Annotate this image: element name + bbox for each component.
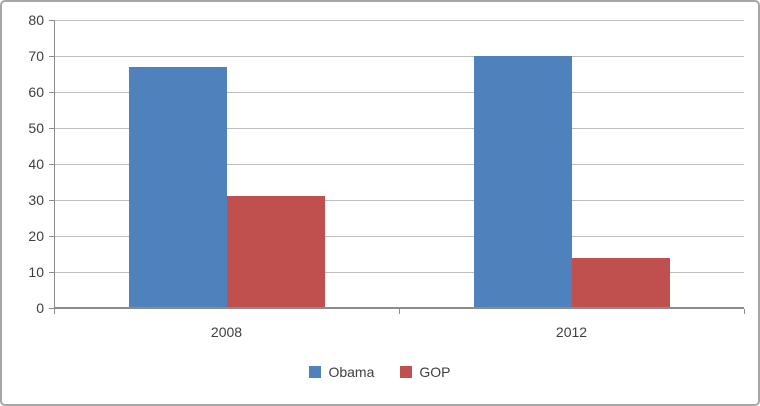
- y-tick-mark-50: [49, 128, 54, 129]
- x-tick-mark-1: [399, 309, 400, 314]
- x-category-label-2008: 2008: [210, 324, 243, 340]
- gridline-y-60: [54, 92, 744, 93]
- gridline-y-80: [54, 20, 744, 21]
- y-tick-mark-70: [49, 56, 54, 57]
- y-tick-label-70: 70: [28, 48, 44, 64]
- y-tick-label-80: 80: [28, 12, 44, 28]
- y-tick-label-40: 40: [28, 156, 44, 172]
- bar-gop-2012: [571, 257, 670, 308]
- y-tick-mark-0: [49, 308, 54, 309]
- y-tick-mark-40: [49, 164, 54, 165]
- plot-area: [54, 20, 744, 309]
- y-tick-mark-30: [49, 200, 54, 201]
- chart-legend: Obama GOP: [2, 364, 758, 380]
- y-tick-label-50: 50: [28, 120, 44, 136]
- y-tick-label-20: 20: [28, 228, 44, 244]
- gridline-y-30: [54, 200, 744, 201]
- x-category-label-2012: 2012: [555, 324, 588, 340]
- y-tick-mark-80: [49, 20, 54, 21]
- y-axis-line: [54, 20, 55, 308]
- x-axis-line: [54, 307, 744, 309]
- gridline-y-20: [54, 236, 744, 237]
- gridline-y-70: [54, 56, 744, 57]
- legend-label-obama: Obama: [328, 364, 375, 380]
- bar-obama-2008: [128, 66, 227, 308]
- y-tick-label-10: 10: [28, 264, 44, 280]
- y-tick-label-0: 0: [36, 300, 44, 316]
- y-tick-label-30: 30: [28, 192, 44, 208]
- gridline-y-10: [54, 272, 744, 273]
- x-tick-mark-2: [744, 309, 745, 314]
- gridline-y-40: [54, 164, 744, 165]
- legend-swatch-obama-icon: [309, 366, 322, 378]
- legend-swatch-gop-icon: [400, 366, 413, 378]
- y-tick-label-60: 60: [28, 84, 44, 100]
- legend-entry-obama: Obama: [309, 364, 374, 380]
- legend-label-gop: GOP: [419, 364, 451, 380]
- gridline-y-50: [54, 128, 744, 129]
- bar-gop-2008: [226, 196, 325, 308]
- legend-entry-gop: GOP: [400, 364, 451, 380]
- bar-obama-2012: [473, 56, 572, 308]
- y-tick-mark-20: [49, 236, 54, 237]
- x-tick-mark-0: [54, 309, 55, 314]
- y-tick-mark-10: [49, 272, 54, 273]
- y-tick-mark-60: [49, 92, 54, 93]
